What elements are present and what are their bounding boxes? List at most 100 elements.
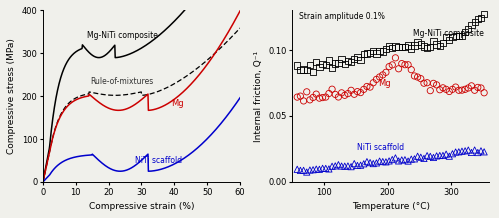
Text: NiTi scaffold: NiTi scaffold <box>135 156 182 165</box>
Point <box>360 52 368 56</box>
Point <box>299 68 307 71</box>
Point <box>315 168 323 171</box>
Text: Mg-NiTi composite: Mg-NiTi composite <box>413 29 484 37</box>
Point <box>322 167 330 170</box>
Point <box>306 168 314 172</box>
Point <box>334 163 342 166</box>
Point <box>331 93 339 96</box>
Point <box>391 56 399 60</box>
Point <box>315 96 323 100</box>
Point <box>385 44 393 48</box>
Text: Mg: Mg <box>378 79 391 88</box>
Point <box>388 158 396 161</box>
Point <box>369 81 377 85</box>
Point <box>436 154 444 157</box>
Point <box>433 154 441 158</box>
Point <box>372 78 380 81</box>
Point <box>353 55 361 59</box>
Point <box>468 23 476 27</box>
Point <box>398 62 406 65</box>
Point <box>391 156 399 160</box>
Point <box>398 158 406 162</box>
Point <box>417 77 425 80</box>
Point <box>407 157 415 161</box>
Point <box>426 46 434 49</box>
Point <box>338 91 346 95</box>
Point <box>461 88 469 91</box>
Point <box>401 63 409 66</box>
Point <box>382 47 390 50</box>
X-axis label: Temperature (°C): Temperature (°C) <box>352 202 430 211</box>
Point <box>360 88 368 91</box>
Point <box>477 149 485 153</box>
Point <box>341 94 349 97</box>
Point <box>344 59 352 63</box>
Point <box>376 49 384 53</box>
Point <box>293 168 301 171</box>
Point <box>385 65 393 68</box>
Point <box>366 52 374 55</box>
Point <box>347 165 355 168</box>
Point <box>455 150 463 153</box>
Point <box>404 44 412 47</box>
Point <box>357 58 365 62</box>
Point <box>347 60 355 64</box>
Point <box>468 84 476 88</box>
Text: Mg-NiTi composite: Mg-NiTi composite <box>87 31 158 40</box>
Point <box>350 92 358 96</box>
Point <box>293 64 301 67</box>
Point <box>461 149 469 153</box>
Point <box>452 150 460 154</box>
Point <box>322 63 330 67</box>
Point <box>379 160 387 163</box>
Text: Strain amplitude 0.1%: Strain amplitude 0.1% <box>298 12 384 21</box>
Point <box>452 34 460 38</box>
Point <box>414 155 422 158</box>
Point <box>458 150 466 153</box>
Point <box>395 67 403 71</box>
Point <box>430 82 438 85</box>
Point <box>328 87 336 91</box>
Point <box>372 161 380 165</box>
Point <box>401 45 409 49</box>
Point <box>357 91 365 94</box>
Point <box>445 154 453 158</box>
Point <box>382 71 390 74</box>
Point <box>353 90 361 93</box>
Point <box>439 154 447 157</box>
Point <box>388 46 396 49</box>
Point <box>376 159 384 163</box>
Point <box>411 157 419 161</box>
Point <box>341 62 349 65</box>
Point <box>395 45 403 49</box>
Point <box>452 85 460 89</box>
Point <box>303 69 311 72</box>
Point <box>318 63 326 66</box>
Point <box>353 164 361 167</box>
Point <box>299 99 307 103</box>
Point <box>426 155 434 158</box>
Point <box>331 62 339 65</box>
Point <box>464 27 472 31</box>
Point <box>423 81 431 85</box>
Point <box>341 164 349 168</box>
X-axis label: Compressive strain (%): Compressive strain (%) <box>89 202 194 211</box>
Point <box>309 96 317 99</box>
Point <box>318 167 326 170</box>
Point <box>322 95 330 99</box>
Y-axis label: Compressive stress (MPa): Compressive stress (MPa) <box>7 38 16 154</box>
Point <box>347 89 355 92</box>
Point <box>318 96 326 99</box>
Point <box>423 46 431 50</box>
Point <box>363 52 371 55</box>
Point <box>407 47 415 50</box>
Point <box>426 89 434 92</box>
Point <box>439 86 447 90</box>
Point <box>442 88 450 91</box>
Point <box>411 74 419 78</box>
Point <box>309 168 317 172</box>
Point <box>312 92 320 96</box>
Point <box>391 45 399 48</box>
Point <box>293 95 301 99</box>
Point <box>360 162 368 165</box>
